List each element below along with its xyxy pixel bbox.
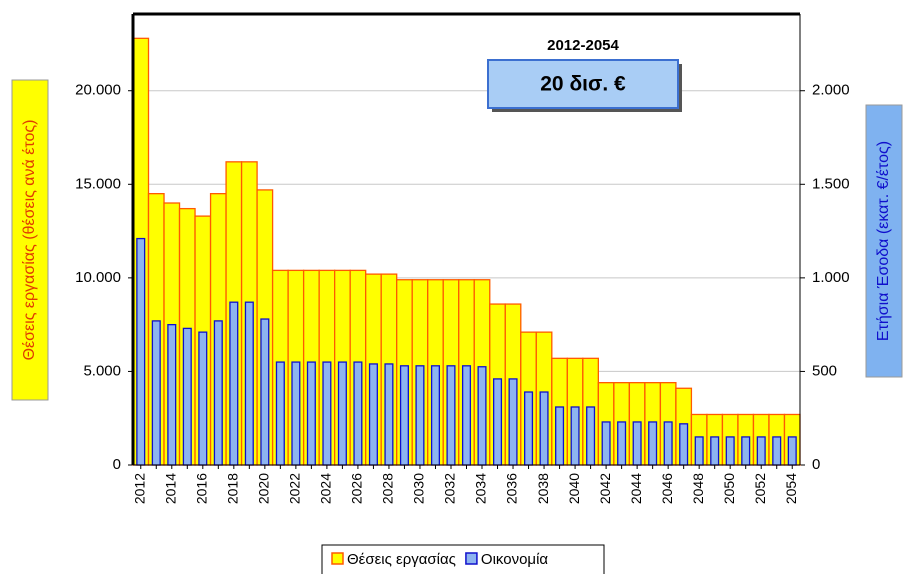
x-tick-label: 2014 (162, 473, 178, 504)
y-label-box (11, 79, 49, 401)
legend-label: Θέσεις εργασίας (347, 551, 456, 568)
income-bar (244, 301, 254, 466)
income-bar (198, 331, 208, 466)
income-bar (415, 365, 425, 466)
y-tick-label: 0 (113, 456, 121, 473)
x-tick-label: 2034 (473, 473, 489, 504)
income-bar (694, 436, 704, 466)
income-bar (710, 436, 720, 466)
x-tick-label: 2038 (535, 473, 551, 504)
y2-tick-label: 2.000 (812, 82, 850, 99)
y2-tick-label: 0 (812, 456, 820, 473)
x-tick-label: 2044 (628, 473, 644, 504)
income-bar (368, 363, 378, 466)
x-tick-label: 2024 (318, 473, 334, 504)
income-bar (337, 361, 347, 466)
y-tick-label: 10.000 (75, 269, 121, 286)
y2-tick-label: 500 (812, 362, 837, 379)
income-bar (539, 391, 549, 466)
legend-box (321, 544, 605, 578)
annotation-box (487, 59, 679, 109)
y-tick-label: 15.000 (75, 175, 121, 192)
income-bar (679, 423, 689, 466)
annotation-period: 2012-2054 (547, 37, 619, 54)
x-tick-label: 2022 (287, 473, 303, 504)
income-bar (756, 436, 766, 466)
income-bar (601, 421, 611, 466)
income-bar (229, 301, 239, 466)
income-bar (586, 406, 596, 466)
income-bar (182, 327, 192, 466)
x-tick-label: 2054 (783, 473, 799, 504)
income-bar (430, 365, 441, 466)
income-bar (446, 365, 456, 466)
income-bar (648, 421, 658, 466)
x-tick-label: 2030 (411, 473, 427, 504)
annotation-total: 20 δισ. € (540, 73, 626, 96)
legend-label: Οικονομία (481, 551, 548, 568)
income-bar (306, 361, 316, 466)
x-tick-label: 2018 (225, 473, 241, 504)
income-bar (617, 421, 627, 466)
x-tick-label: 2020 (256, 473, 272, 504)
income-bar (384, 363, 394, 466)
income-bar (461, 365, 472, 466)
y-tick-label: 5.000 (83, 362, 121, 379)
income-bar (524, 391, 534, 466)
x-tick-label: 2028 (380, 473, 396, 504)
legend-swatch (331, 552, 344, 565)
y2-axis-label: Ετήσια Έσοδα (εκατ. €/έτος) (875, 141, 892, 341)
x-tick-label: 2036 (504, 473, 520, 504)
y-axis-label: Θέσεις εργασίας (θέσεις ανά έτος) (21, 120, 38, 361)
income-bar (725, 436, 735, 466)
income-bar (275, 361, 285, 466)
income-bar (167, 323, 177, 466)
x-tick-label: 2052 (752, 473, 768, 504)
income-bar (477, 366, 487, 466)
x-tick-label: 2016 (194, 473, 210, 504)
income-bar (508, 378, 518, 466)
x-tick-label: 2040 (566, 473, 582, 504)
income-bar (741, 436, 751, 466)
legend-swatch (465, 552, 478, 565)
income-bar (399, 365, 409, 466)
x-tick-label: 2042 (597, 473, 613, 504)
income-bar (322, 361, 332, 466)
income-bar (291, 361, 301, 466)
income-bar (663, 421, 673, 466)
income-bar (555, 406, 565, 466)
income-bar (260, 318, 270, 466)
x-tick-label: 2032 (442, 473, 458, 504)
x-tick-label: 2046 (659, 473, 675, 504)
income-bar (151, 320, 161, 466)
x-tick-label: 2026 (349, 473, 365, 504)
x-tick-label: 2050 (721, 473, 737, 504)
income-bar (570, 406, 580, 466)
y2-tick-label: 1.000 (812, 269, 850, 286)
income-bar (492, 378, 503, 466)
income-bar (787, 436, 797, 466)
income-bar (632, 421, 642, 466)
y2-tick-label: 1.500 (812, 175, 850, 192)
income-bar (136, 237, 146, 466)
y-tick-label: 20.000 (75, 82, 121, 99)
income-bar (353, 361, 363, 466)
x-tick-label: 2012 (131, 473, 147, 504)
income-bar (772, 436, 782, 466)
x-tick-label: 2048 (690, 473, 706, 504)
y2-label-box (865, 104, 903, 378)
income-bar (213, 320, 223, 466)
